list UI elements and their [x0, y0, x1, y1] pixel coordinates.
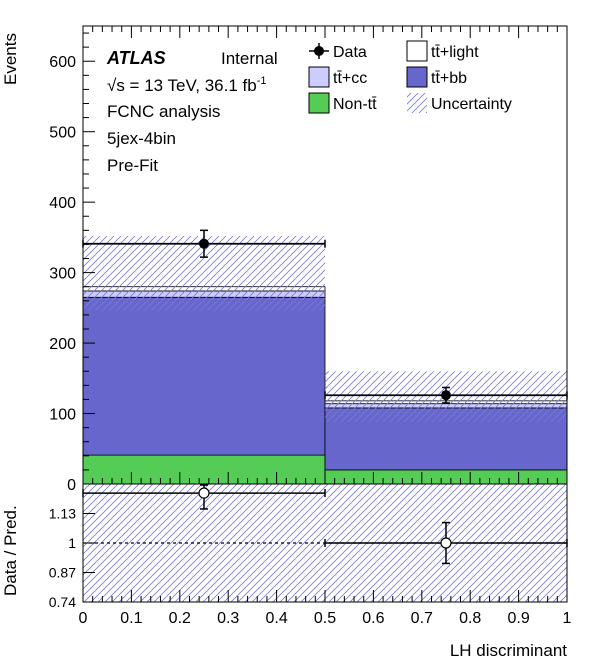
main-panel: 0 100 200 300 400 500 600 Events — [1, 25, 568, 494]
uncertainty-layer — [83, 235, 567, 422]
bar-nontt-bin2 — [324, 469, 568, 485]
ratio-y-tick-label-1: 1 — [68, 535, 76, 551]
ratio-y-tick-label-1.13: 1.13 — [49, 506, 76, 522]
legend-uncertainty-swatch — [407, 93, 427, 113]
y-tick-label-0: 0 — [67, 477, 76, 494]
legend-entry-uncertainty: Uncertainty — [407, 93, 512, 113]
legend-nontt-label: Non-tt̄ — [333, 96, 377, 113]
ratio-data-layer — [82, 484, 568, 565]
ratio-y-tick-label-0.87: 0.87 — [49, 565, 76, 581]
legend-ttlight-label: tt̄+light — [431, 44, 479, 61]
lumi-superscript: -1 — [257, 75, 267, 87]
legend-data-marker — [314, 46, 324, 56]
x-tick-label-0.3: 0.3 — [217, 610, 239, 627]
x-tick-label-0.2: 0.2 — [169, 610, 191, 627]
legend-entry-ttlight: tt̄+light — [406, 40, 479, 62]
x-tick-label-1: 1 — [563, 610, 572, 627]
data-point-bin1 — [199, 238, 209, 249]
legend-ttcc-label: tt̄+cc — [333, 70, 367, 87]
x-tick-label-0.4: 0.4 — [265, 610, 287, 627]
x-tick-label-0.8: 0.8 — [459, 610, 481, 627]
x-tick-label-0: 0 — [79, 610, 88, 627]
legend-nontt-swatch — [308, 92, 330, 114]
legend-ttbb-label: tt̄+bb — [431, 70, 467, 87]
energy-label: √s = 13 TeV, 36.1 fb-1 — [107, 75, 266, 95]
ratio-y-tick-label-0.74: 0.74 — [49, 594, 76, 610]
y-tick-label-100: 100 — [49, 407, 76, 424]
x-tick-label-0.9: 0.9 — [507, 610, 529, 627]
analysis-label: FCNC analysis — [107, 102, 220, 121]
x-axis-label: LH discriminant — [450, 641, 567, 660]
x-tick-label-0.6: 0.6 — [362, 610, 384, 627]
stack-layer — [82, 286, 568, 485]
data-layer — [82, 229, 568, 404]
energy-text: √s = 13 TeV, 36.1 fb — [107, 76, 257, 95]
legend-data-label: Data — [333, 44, 367, 61]
y-tick-label-400: 400 — [49, 195, 76, 212]
legend-entry-ttcc: tt̄+cc — [308, 66, 367, 88]
main-y-ticks: 0 100 200 300 400 500 600 — [49, 32, 95, 494]
annotation-block: ATLAS Internal √s = 13 TeV, 36.1 fb-1 FC… — [106, 48, 278, 175]
legend-ttcc-swatch — [308, 66, 330, 88]
x-tick-label-0.7: 0.7 — [411, 610, 433, 627]
legend-entry-nontt: Non-tt̄ — [308, 92, 377, 114]
legend-uncertainty-label: Uncertainty — [431, 96, 512, 113]
legend-entry-data: Data — [309, 43, 367, 61]
atlas-label: ATLAS — [106, 48, 166, 68]
ratio-y-ticks: 0.74 0.87 1 1.13 — [49, 506, 95, 610]
data-point-bin2 — [441, 390, 451, 401]
region-label: 5jex-4bin — [107, 129, 176, 148]
y-tick-label-600: 600 — [49, 54, 76, 71]
fit-label: Pre-Fit — [107, 156, 158, 175]
x-tick-label-0.5: 0.5 — [314, 610, 336, 627]
ratio-point-bin1 — [198, 487, 210, 499]
ratio-point-bin2 — [440, 537, 452, 549]
bar-ttbb-bin1 — [82, 296, 326, 456]
ratio-y-axis-label: Data / Pred. — [1, 505, 20, 596]
y-tick-label-300: 300 — [49, 266, 76, 283]
legend: Data tt̄+light tt̄+cc tt̄+bb Non-tt̄ Unc… — [308, 40, 512, 114]
legend-ttlight-swatch — [406, 40, 428, 62]
y-axis-label: Events — [1, 33, 20, 85]
y-tick-label-200: 200 — [49, 336, 76, 353]
y-tick-label-500: 500 — [49, 125, 76, 142]
x-tick-label-0.1: 0.1 — [120, 610, 142, 627]
legend-ttbb-swatch — [406, 66, 428, 88]
bar-nontt-bin1 — [82, 454, 326, 485]
main-x-ticks — [82, 26, 568, 484]
ratio-x-ticks: 0 0.1 0.2 0.3 0.4 0.5 0.6 0.7 0.8 0.9 1 — [79, 590, 572, 627]
internal-label: Internal — [221, 49, 278, 68]
legend-entry-ttbb: tt̄+bb — [406, 66, 467, 88]
